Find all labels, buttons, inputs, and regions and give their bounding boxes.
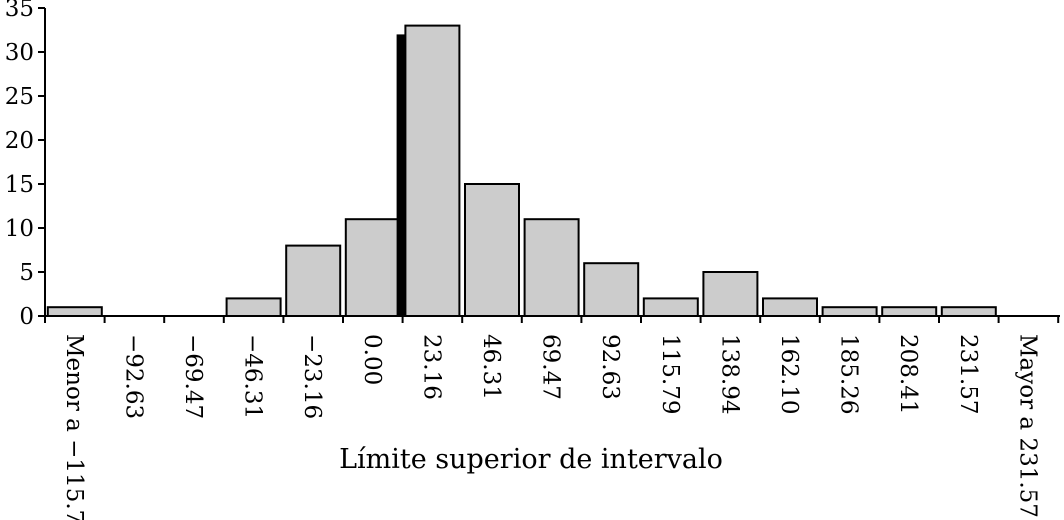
x-axis-title: Límite superior de intervalo bbox=[339, 444, 723, 475]
x-tick-label: 138.94 bbox=[716, 334, 742, 414]
bars bbox=[46, 24, 997, 318]
x-tick-labels: Menor a −115.79 −92.63 −69.47 −46.31 −23.16 0… bbox=[61, 334, 1041, 520]
histogram-bar bbox=[523, 218, 580, 317]
histogram-bar bbox=[940, 306, 997, 318]
x-tick-label: 69.47 bbox=[538, 334, 564, 400]
histogram-bar bbox=[285, 244, 342, 318]
x-tick-label: Menor a −115.79 bbox=[61, 334, 87, 520]
x-tick-label: 23.16 bbox=[418, 334, 444, 400]
y-tick-label: 25 bbox=[5, 84, 34, 110]
histogram-bar bbox=[464, 183, 520, 317]
x-tick-label: −23.16 bbox=[299, 334, 325, 419]
y-tick-label: 15 bbox=[5, 172, 34, 198]
x-tick-label: −46.31 bbox=[240, 334, 266, 419]
histogram-bar bbox=[881, 306, 938, 318]
x-tick-label: 115.79 bbox=[657, 334, 683, 414]
reference-line-layer bbox=[396, 34, 405, 317]
x-tick-label: 208.41 bbox=[895, 334, 921, 414]
x-tick-label: 185.26 bbox=[836, 334, 862, 414]
y-tick-label: 30 bbox=[5, 40, 34, 66]
histogram-bar bbox=[821, 306, 878, 318]
y-tick-label: 0 bbox=[19, 304, 34, 330]
x-tick-label: Mayor a 231.57 bbox=[1014, 334, 1040, 518]
histogram-bar bbox=[404, 24, 461, 317]
y-tick-labels: 0 5 10 15 20 25 30 35 bbox=[5, 0, 34, 330]
x-tick-label: 162.10 bbox=[776, 334, 802, 414]
x-tick-label: 46.31 bbox=[478, 334, 504, 400]
histogram-bar bbox=[762, 297, 818, 317]
y-tick-label: 10 bbox=[5, 216, 34, 242]
histogram-bar bbox=[46, 306, 103, 318]
x-tick-label: 0.00 bbox=[359, 334, 385, 385]
x-tick-label: −92.63 bbox=[120, 334, 146, 419]
reference-line bbox=[396, 34, 405, 317]
histogram-bar bbox=[642, 297, 699, 317]
x-tick-label: 231.57 bbox=[955, 334, 981, 414]
histogram-bar bbox=[344, 218, 401, 317]
y-tick-label: 5 bbox=[19, 260, 34, 286]
y-tick-label: 35 bbox=[5, 0, 34, 22]
histogram-bar bbox=[225, 297, 282, 317]
histogram-bar bbox=[702, 271, 759, 317]
x-tick-label: 92.63 bbox=[597, 334, 623, 400]
x-tick-label: −69.47 bbox=[180, 334, 206, 419]
y-tick-label: 20 bbox=[5, 128, 34, 154]
histogram-bar bbox=[583, 262, 640, 318]
